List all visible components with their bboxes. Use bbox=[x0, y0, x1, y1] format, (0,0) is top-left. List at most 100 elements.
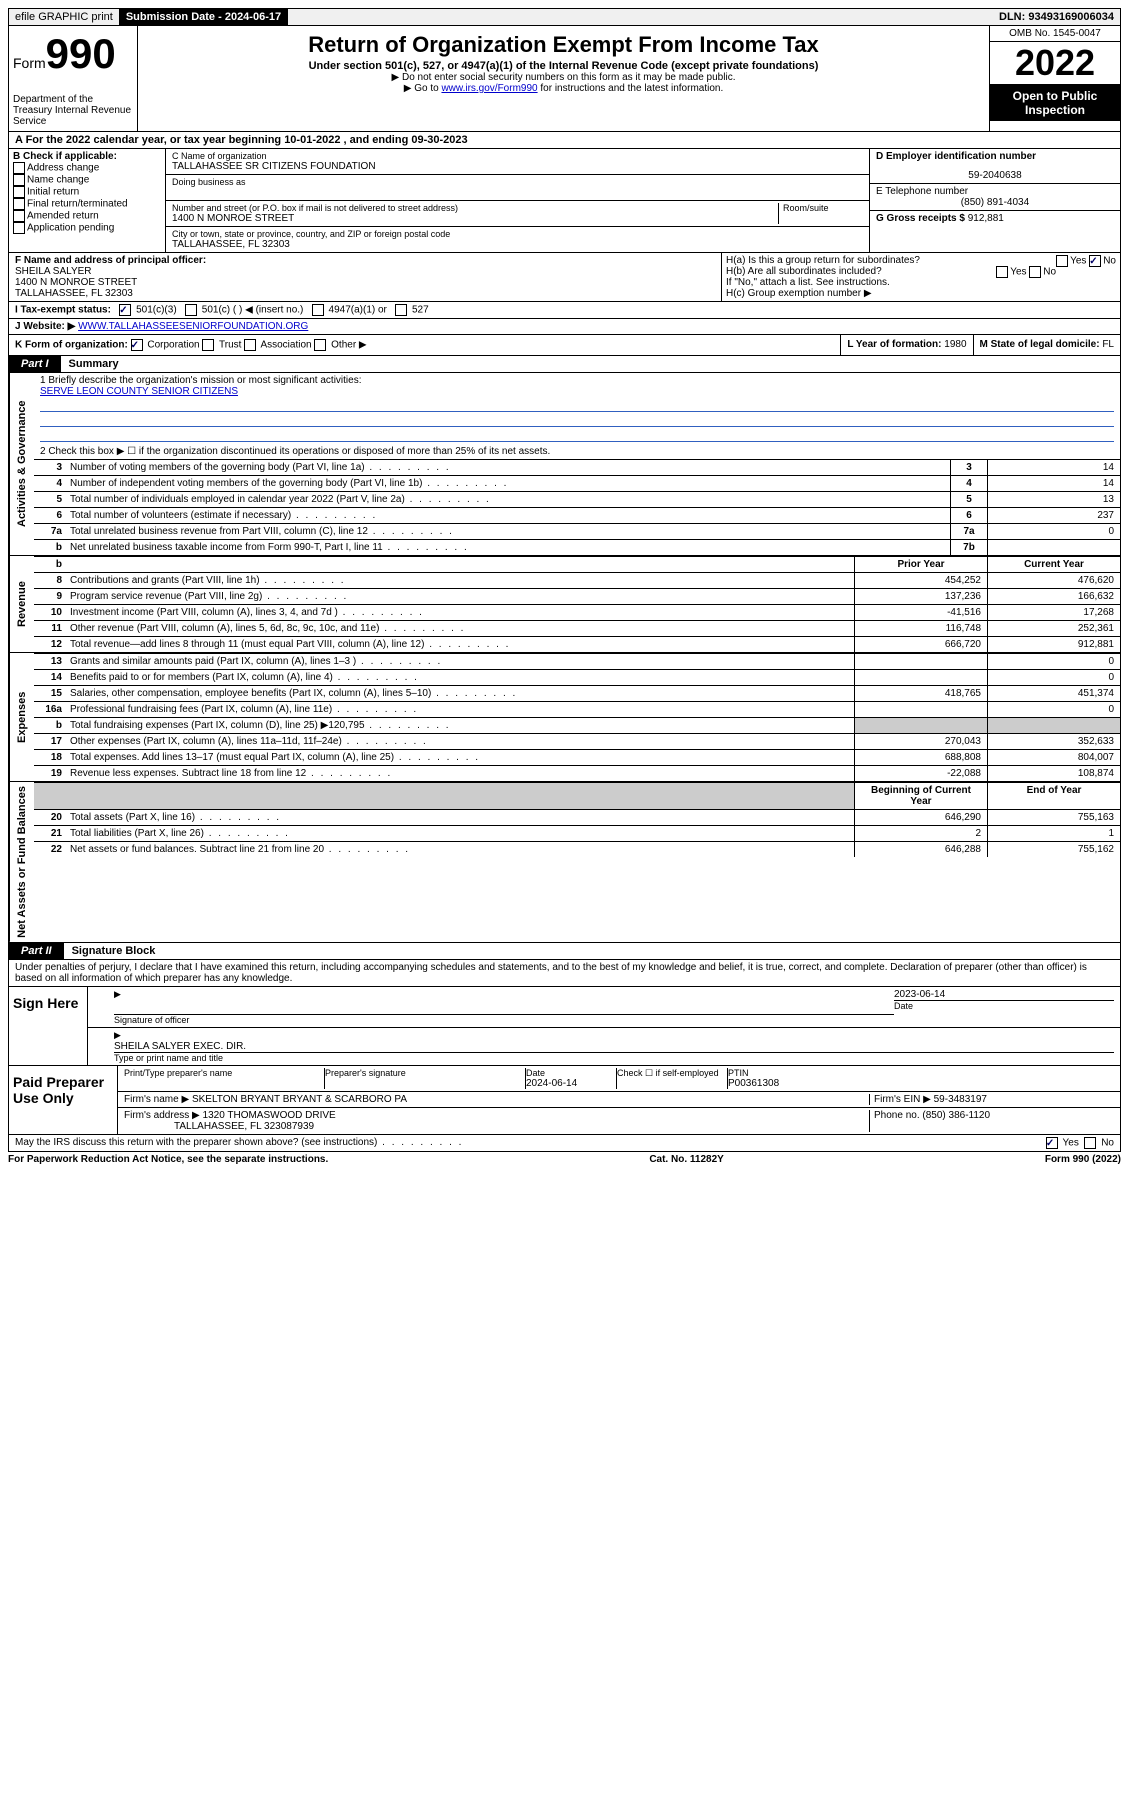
form-note1: ▶ Do not enter social security numbers o… bbox=[142, 72, 985, 83]
chk-address-change[interactable]: Address change bbox=[13, 162, 161, 174]
omb-label: OMB No. 1545-0047 bbox=[990, 26, 1120, 42]
part2-title: Signature Block bbox=[64, 943, 164, 959]
part2-header: Part II Signature Block bbox=[8, 943, 1121, 960]
signature-label: Signature of officer bbox=[114, 1014, 894, 1025]
year-formation-label: L Year of formation: bbox=[847, 339, 941, 350]
chk-trust[interactable] bbox=[202, 339, 214, 351]
firm-phone: (850) 386-1120 bbox=[922, 1110, 990, 1121]
firm-addr-label: Firm's address ▶ bbox=[124, 1110, 200, 1121]
chk-association[interactable] bbox=[244, 339, 256, 351]
chk-527[interactable] bbox=[395, 304, 407, 316]
officer-addr2: TALLAHASSEE, FL 32303 bbox=[15, 288, 133, 299]
ptin-label: PTIN bbox=[728, 1068, 1114, 1078]
footer-mid: Cat. No. 11282Y bbox=[649, 1154, 723, 1165]
row-j: J Website: ▶ WWW.TALLAHASSEESENIORFOUNDA… bbox=[8, 319, 1121, 335]
part2-tab: Part II bbox=[9, 943, 64, 959]
vtab-revenue: Revenue bbox=[9, 556, 34, 652]
website-label: J Website: ▶ bbox=[15, 321, 75, 332]
chk-501c3[interactable] bbox=[119, 304, 131, 316]
title-box: Return of Organization Exempt From Incom… bbox=[138, 26, 989, 131]
col-b-checkboxes: B Check if applicable: Address change Na… bbox=[9, 149, 166, 252]
tax-year: 2022 bbox=[990, 42, 1120, 85]
discuss-label: May the IRS discuss this return with the… bbox=[15, 1137, 1046, 1149]
table-row: 12Total revenue—add lines 8 through 11 (… bbox=[34, 636, 1120, 652]
city-state-zip: TALLAHASSEE, FL 32303 bbox=[172, 239, 863, 250]
form-note2: ▶ Go to www.irs.gov/Form990 for instruct… bbox=[142, 83, 985, 94]
hc-label: H(c) Group exemption number ▶ bbox=[726, 288, 1116, 299]
chk-initial-return[interactable]: Initial return bbox=[13, 186, 161, 198]
room-label: Room/suite bbox=[783, 203, 863, 213]
footer-left: For Paperwork Reduction Act Notice, see … bbox=[8, 1154, 328, 1165]
table-row: 5Total number of individuals employed in… bbox=[34, 491, 1120, 507]
vtab-expenses: Expenses bbox=[9, 653, 34, 781]
firm-ein-label: Firm's EIN ▶ bbox=[874, 1094, 931, 1105]
city-label: City or town, state or province, country… bbox=[172, 229, 863, 239]
hb-yes-chk[interactable] bbox=[996, 266, 1008, 278]
chk-amended-return[interactable]: Amended return bbox=[13, 210, 161, 222]
firm-addr1: 1320 THOMASWOOD DRIVE bbox=[203, 1110, 336, 1121]
col-de: D Employer identification number 59-2040… bbox=[869, 149, 1120, 252]
efile-label: efile GRAPHIC print bbox=[9, 9, 120, 25]
preparer-date-label: Date bbox=[526, 1068, 616, 1078]
chk-corporation[interactable] bbox=[131, 339, 143, 351]
chk-application-pending[interactable]: Application pending bbox=[13, 222, 161, 234]
preparer-date: 2024-06-14 bbox=[526, 1078, 616, 1089]
chk-final-return[interactable]: Final return/terminated bbox=[13, 198, 161, 210]
table-row: 4Number of independent voting members of… bbox=[34, 475, 1120, 491]
table-row: 20Total assets (Part X, line 16)646,2907… bbox=[34, 809, 1120, 825]
table-row: 22Net assets or fund balances. Subtract … bbox=[34, 841, 1120, 857]
chk-other[interactable] bbox=[314, 339, 326, 351]
table-row: 21Total liabilities (Part X, line 26)21 bbox=[34, 825, 1120, 841]
current-year-header: Current Year bbox=[987, 557, 1120, 572]
hb-label: H(b) Are all subordinates included? bbox=[726, 266, 882, 277]
table-row: 7aTotal unrelated business revenue from … bbox=[34, 523, 1120, 539]
part1-tab: Part I bbox=[9, 356, 61, 372]
officer-name: SHEILA SALYER bbox=[15, 266, 92, 277]
paid-preparer-label: Paid Preparer Use Only bbox=[9, 1066, 118, 1134]
chk-name-change[interactable]: Name change bbox=[13, 174, 161, 186]
line-a: A For the 2022 calendar year, or tax yea… bbox=[8, 132, 1121, 149]
form-org-label: K Form of organization: bbox=[15, 340, 128, 351]
org-name: TALLAHASSEE SR CITIZENS FOUNDATION bbox=[172, 161, 863, 172]
street-label: Number and street (or P.O. box if mail i… bbox=[172, 203, 774, 213]
firm-phone-label: Phone no. bbox=[874, 1110, 920, 1121]
prior-year-header: Prior Year bbox=[854, 557, 987, 572]
table-row: 6Total number of volunteers (estimate if… bbox=[34, 507, 1120, 523]
row-klm: K Form of organization: Corporation Trus… bbox=[8, 335, 1121, 356]
officer-sign-name: SHEILA SALYER EXEC. DIR. bbox=[114, 1041, 1114, 1052]
irs-link[interactable]: www.irs.gov/Form990 bbox=[441, 83, 537, 94]
mission-text[interactable]: SERVE LEON COUNTY SENIOR CITIZENS bbox=[40, 386, 238, 397]
table-row: 9Program service revenue (Part VIII, lin… bbox=[34, 588, 1120, 604]
firm-name-label: Firm's name ▶ bbox=[124, 1094, 189, 1105]
ha-yes-chk[interactable] bbox=[1056, 255, 1068, 267]
discuss-yes-chk[interactable] bbox=[1046, 1137, 1058, 1149]
website-link[interactable]: WWW.TALLAHASSEESENIORFOUNDATION.ORG bbox=[78, 321, 308, 332]
self-employed-label: Check ☐ if self-employed bbox=[617, 1068, 727, 1079]
telephone-value: (850) 891-4034 bbox=[876, 197, 1114, 208]
dba-label: Doing business as bbox=[172, 177, 863, 187]
chk-4947[interactable] bbox=[312, 304, 324, 316]
table-row: 10Investment income (Part VIII, column (… bbox=[34, 604, 1120, 620]
submission-date-button[interactable]: Submission Date - 2024-06-17 bbox=[120, 9, 288, 25]
form-title: Return of Organization Exempt From Incom… bbox=[142, 32, 985, 58]
table-row: 17Other expenses (Part IX, column (A), l… bbox=[34, 733, 1120, 749]
ein-label: D Employer identification number bbox=[876, 151, 1114, 162]
table-row: 18Total expenses. Add lines 13–17 (must … bbox=[34, 749, 1120, 765]
ha-no-chk[interactable] bbox=[1089, 255, 1101, 267]
year-formation-value: 1980 bbox=[944, 339, 966, 350]
net-header-row: Beginning of Current Year End of Year bbox=[34, 782, 1120, 809]
year-box: OMB No. 1545-0047 2022 Open to Public In… bbox=[989, 26, 1120, 131]
top-toolbar: efile GRAPHIC print Submission Date - 20… bbox=[8, 8, 1121, 26]
table-row: 8Contributions and grants (Part VIII, li… bbox=[34, 572, 1120, 588]
hb-no-chk[interactable] bbox=[1029, 266, 1041, 278]
discuss-no-chk[interactable] bbox=[1084, 1137, 1096, 1149]
sign-here-label: Sign Here bbox=[9, 987, 88, 1065]
officer-sign-name-label: Type or print name and title bbox=[114, 1052, 1114, 1063]
chk-501c[interactable] bbox=[185, 304, 197, 316]
ptin-value: P00361308 bbox=[728, 1078, 1114, 1089]
org-name-label: C Name of organization bbox=[172, 151, 863, 161]
form-number-box: Form990 Department of the Treasury Inter… bbox=[9, 26, 138, 131]
sign-here-block: Sign Here Signature of officer 2023-06-1… bbox=[8, 987, 1121, 1066]
revenue-block: Revenue b Prior Year Current Year 8Contr… bbox=[8, 556, 1121, 653]
end-year-header: End of Year bbox=[987, 783, 1120, 809]
